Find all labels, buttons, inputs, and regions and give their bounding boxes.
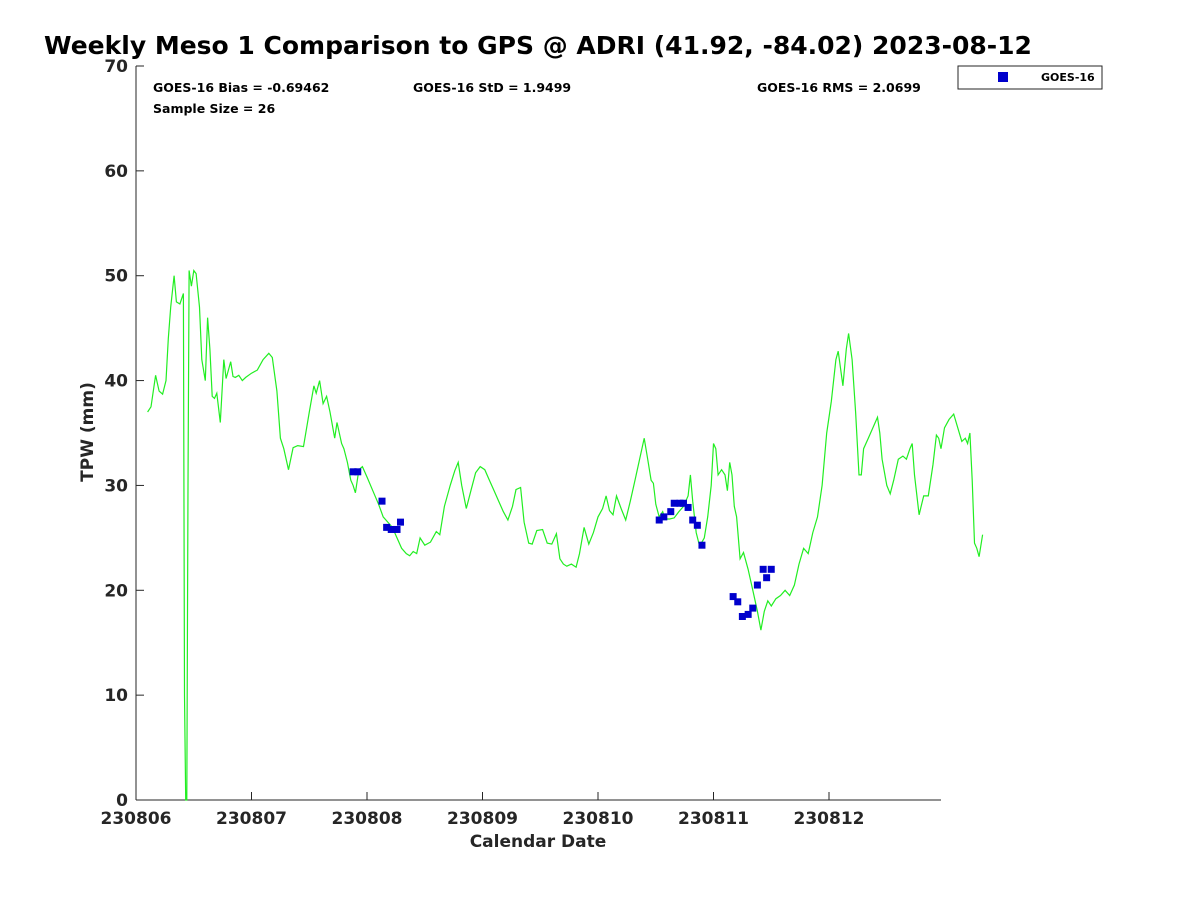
goes16-point bbox=[763, 574, 771, 582]
goes16-point bbox=[693, 521, 701, 529]
goes16-point bbox=[698, 541, 706, 549]
y-tick-label: 40 bbox=[104, 372, 128, 392]
x-tick-label: 230806 bbox=[101, 809, 172, 829]
goes16-point bbox=[655, 516, 663, 524]
legend-box bbox=[957, 65, 1103, 90]
y-tick-label: 10 bbox=[104, 686, 128, 706]
goes16-point bbox=[387, 525, 395, 533]
x-tick-label: 230808 bbox=[332, 809, 403, 829]
goes16-point bbox=[753, 581, 761, 589]
y-tick-label: 70 bbox=[104, 57, 128, 77]
y-tick-label: 20 bbox=[104, 581, 128, 601]
y-tick-label: 30 bbox=[104, 476, 128, 496]
gps-line bbox=[147, 268, 984, 801]
goes16-point bbox=[349, 468, 357, 476]
legend-label: GOES-16 bbox=[1041, 71, 1095, 84]
x-tick-label: 230812 bbox=[794, 809, 865, 829]
goes16-point bbox=[383, 523, 391, 531]
legend-marker bbox=[998, 72, 1008, 82]
y-tick-label: 0 bbox=[116, 791, 128, 811]
goes16-point bbox=[767, 565, 775, 573]
goes16-point bbox=[689, 516, 697, 524]
goes16-point bbox=[738, 613, 746, 620]
series-layer bbox=[147, 268, 984, 801]
goes16-point bbox=[660, 513, 668, 521]
bias-stat: GOES-16 Bias = -0.69462 bbox=[153, 80, 329, 95]
goes16-point bbox=[679, 499, 687, 507]
goes16-point bbox=[670, 499, 678, 507]
legend: GOES-16 bbox=[957, 65, 1103, 90]
goes16-point bbox=[734, 598, 742, 606]
y-tick-label: 60 bbox=[104, 162, 128, 182]
y-axis-label: TPW (mm) bbox=[78, 382, 98, 482]
goes16-point bbox=[393, 525, 401, 533]
goes16-point bbox=[749, 604, 757, 612]
goes16-point bbox=[744, 610, 752, 618]
goes16-point bbox=[667, 508, 675, 516]
chart-title: Weekly Meso 1 Comparison to GPS @ ADRI (… bbox=[44, 31, 1032, 60]
y-ticks: 0 10 20 30 40 50 60 70 bbox=[104, 57, 144, 811]
x-ticks: 230806 230807 230808 230809 230810 230811 2308… bbox=[101, 792, 865, 829]
goes16-point bbox=[396, 518, 404, 526]
goes16-point bbox=[378, 497, 386, 505]
plot-frame bbox=[135, 66, 941, 801]
x-tick-label: 230809 bbox=[447, 809, 518, 829]
rms-stat: GOES-16 RMS = 2.0699 bbox=[757, 80, 921, 95]
y-tick-label: 50 bbox=[104, 267, 128, 287]
std-stat: GOES-16 StD = 1.9499 bbox=[413, 80, 571, 95]
x-axis-label: Calendar Date bbox=[470, 832, 607, 852]
goes16-point bbox=[729, 593, 737, 601]
x-tick-label: 230810 bbox=[563, 809, 634, 829]
goes16-point bbox=[354, 468, 362, 476]
sample-size-stat: Sample Size = 26 bbox=[153, 101, 275, 116]
x-tick-label: 230807 bbox=[216, 809, 287, 829]
goes16-point bbox=[684, 503, 692, 511]
x-tick-label: 230811 bbox=[678, 809, 749, 829]
goes16-point bbox=[759, 565, 767, 573]
